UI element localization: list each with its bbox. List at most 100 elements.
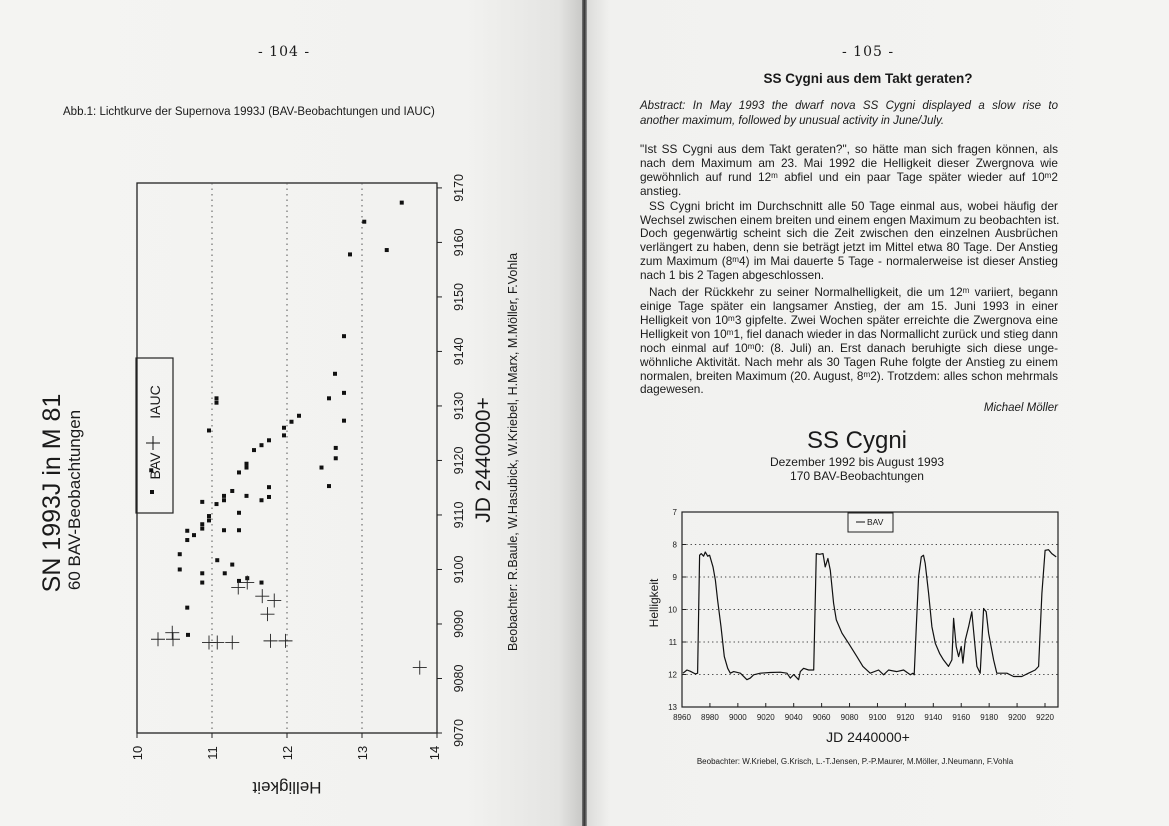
sn-bav-point (348, 252, 352, 257)
text-line: dagewesen. (640, 382, 704, 397)
sn-bav-point (267, 494, 271, 499)
sn-jd-tick-label: 9080 (452, 665, 466, 693)
sscyg-observers: Beobachter: W.Kriebel, G.Krisch, L.-T.Je… (697, 757, 1014, 766)
sn-bav-point (222, 528, 226, 533)
sn-bav-point (244, 465, 249, 470)
sscyg-x-tick-label: 9200 (1008, 713, 1026, 722)
sn-bav-point (333, 456, 338, 461)
sn-bav-point (200, 580, 205, 585)
sn-jd-tick-label: 9090 (452, 610, 466, 638)
sn-iauc-point (260, 607, 275, 622)
text-line: zum Maximum (8ᵐ4) im Mai dauerte 5 Tage … (640, 254, 1058, 269)
text-line: Helligkeit von 10ᵐ3 gipfelte. Zwei Woche… (640, 312, 1058, 327)
sn-bav-point (207, 428, 211, 433)
sn-bav-point (185, 538, 190, 543)
paragraph: "Ist SS Cygni aus dem Takt geraten?", so… (640, 142, 1058, 199)
sn-bav-point (319, 465, 324, 470)
sn-observers: Beobachter: R.Baule, W.Hasubick, W.Krieb… (506, 253, 520, 651)
text-line: verlängert zu haben, denn sie beträgt je… (640, 240, 1058, 255)
sn-x-axis-title: JD 2440000+ (472, 397, 495, 523)
sn-jd-tick-label: 9170 (452, 174, 466, 202)
sn-bav-point (200, 499, 205, 504)
sn-bav-point (237, 528, 241, 533)
sn-bav-point (342, 334, 346, 339)
sscyg-y-tick-label: 7 (673, 508, 678, 517)
sn-bav-point (399, 200, 404, 205)
sn-bav-point (237, 470, 241, 475)
sn-bav-point (244, 461, 249, 466)
sscyg-light-curve (682, 549, 1057, 681)
sn-iauc-point (210, 635, 225, 650)
sn-chart-subtitle: 60 BAV-Beobachtungen (65, 410, 84, 590)
sn-iauc-point (225, 635, 240, 650)
sscyg-chart-subtitle: Dezember 1992 bis August 1993 (769, 455, 945, 469)
sn-bav-point (282, 425, 286, 430)
sscyg-x-tick-label: 9220 (1036, 713, 1054, 722)
sscyg-y-tick-label: 8 (673, 541, 678, 550)
sn-bav-point (222, 571, 227, 576)
sn-iauc-point (166, 632, 180, 647)
sn-bav-point (244, 493, 249, 498)
abstract-line: Abstract: In May 1993 the dwarf nova SS … (640, 100, 1058, 112)
text-line: einige Tage später ein langsamer Anstieg… (640, 298, 1058, 313)
sn-bav-point (177, 552, 182, 557)
sscyg-chart-subtitle: 170 BAV-Beobachtungen (790, 469, 924, 483)
text-line: nach dem Maximum am 23. Mai 1992 die Hel… (640, 155, 1058, 170)
sscyg-y-tick-label: 13 (668, 703, 677, 712)
sn-bav-point (297, 413, 301, 418)
sscyg-x-tick-label: 9080 (841, 713, 859, 722)
sn-bav-point (222, 498, 226, 503)
article-body: "Ist SS Cygni aus dem Takt geraten?", so… (640, 142, 1060, 398)
sn-bav-point (333, 445, 338, 450)
sn-bav-point (214, 502, 219, 507)
sn-bav-point (192, 533, 196, 538)
sn-iauc-point (231, 580, 246, 595)
sscyg-legend-box (847, 512, 894, 533)
sn-jd-tick-label: 9130 (452, 392, 466, 420)
sn-bav-point (177, 567, 182, 572)
sn-bav-point (289, 419, 294, 424)
sn-jd-tick-label: 9110 (452, 501, 466, 528)
page-number-right: - 105 - (842, 44, 895, 60)
sn-bav-point (333, 371, 337, 376)
sn-bav-point (327, 396, 331, 401)
sn-bav-point (214, 396, 219, 401)
sn-bav-point (267, 485, 271, 490)
sn-jd-tick-label: 9120 (452, 447, 466, 475)
sn-iauc-point (263, 633, 278, 648)
figure-caption: Abb.1: Lichtkurve der Supernova 1993J (B… (63, 106, 435, 118)
sn-bav-point (342, 418, 346, 423)
author: Michael Möller (983, 402, 1058, 414)
sn-chart-title: SN 1993J in M 81 (38, 394, 66, 593)
sn-bav-point (185, 605, 190, 610)
text-line: noch einmal auf 10ᵐ0: (8. Juli) an. Erst… (640, 340, 1058, 355)
sn-jd-tick-label: 9160 (452, 228, 466, 256)
sn-bav-point (237, 578, 241, 583)
sn-bav-point (259, 498, 264, 503)
sn-legend-iauc-label: IAUC (147, 385, 163, 418)
text-line: gewöhnlich auf rund 12ᵐ abfiel und ein p… (640, 169, 1058, 184)
sn-iauc-point (412, 660, 427, 675)
text-line: Helligkeit von 10ᵐ1, fiel danach wieder … (640, 326, 1058, 341)
sscyg-x-tick-label: 9020 (757, 713, 775, 722)
sn-jd-tick-label: 9100 (452, 556, 466, 584)
sscyg-x-tick-label: 9140 (924, 713, 942, 722)
sn-mag-tick-label: 11 (205, 746, 220, 760)
sscyg-y-tick-label: 9 (673, 573, 678, 582)
sn-legend-box (135, 357, 174, 514)
text-line: wöhnliche Aktivität. Nach mehr als 30 Ta… (640, 354, 1058, 369)
sn-bav-point (207, 514, 211, 519)
sn-bav-point (362, 219, 367, 224)
sn-bav-point (200, 522, 205, 527)
sscyg-legend-label: BAV (867, 517, 884, 527)
text-line: Wechsel zwischen einem breiten und einem… (640, 212, 1060, 227)
text-line: "Ist SS Cygni aus dem Takt geraten?", so… (640, 142, 1058, 156)
sn-bav-point (252, 448, 256, 453)
sn-jd-tick-label: 9070 (452, 719, 466, 747)
paragraph: Nach der Rückkehr zu seiner Normalhellig… (640, 285, 1058, 397)
sn-bav-point (282, 433, 286, 438)
sn-bav-point (259, 580, 264, 585)
sn-bav-point (207, 518, 211, 523)
sn-iauc-point (267, 593, 282, 608)
sn-bav-point (200, 526, 205, 531)
